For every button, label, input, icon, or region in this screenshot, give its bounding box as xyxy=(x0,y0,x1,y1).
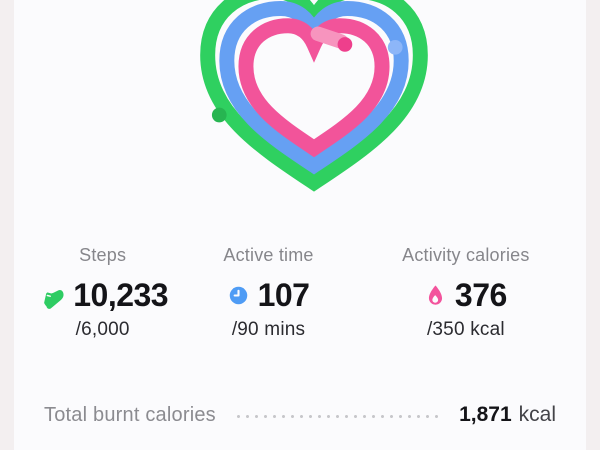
activity-rings-heart[interactable] xyxy=(198,0,430,202)
total-burnt-calories-label: Total burnt calories xyxy=(44,403,216,426)
total-burnt-calories-value: 1,871 xyxy=(459,403,512,426)
heart-rings-graphic xyxy=(200,0,428,192)
active-time-ring-cap xyxy=(387,39,403,55)
activity-summary-card: Steps 10,233 /6,000 Active time xyxy=(14,0,586,450)
total-burnt-calories-row[interactable]: Total burnt calories 1,871 kcal xyxy=(14,399,586,431)
clock-icon xyxy=(228,285,249,306)
activity-calories-label: Activity calories xyxy=(402,245,530,265)
flame-icon xyxy=(425,284,446,307)
activity-calories-ring xyxy=(238,18,390,158)
dotted-leader xyxy=(233,414,442,418)
shoe-icon xyxy=(37,282,64,309)
calories-ring-tail xyxy=(310,26,349,49)
calories-ring-cap xyxy=(337,37,353,52)
stat-activity-calories[interactable]: Activity calories 376 /350 kcal xyxy=(346,244,586,341)
stats-row: Steps 10,233 /6,000 Active time xyxy=(14,244,586,341)
steps-target: /6,000 xyxy=(75,319,130,340)
steps-value: 10,233 xyxy=(73,277,169,313)
active-time-target: /90 mins xyxy=(231,319,306,340)
active-time-value: 107 xyxy=(257,277,310,313)
total-burnt-calories-unit: kcal xyxy=(518,403,556,426)
steps-ring-cap xyxy=(211,107,227,123)
activity-calories-value: 376 xyxy=(454,277,507,313)
stat-active-time[interactable]: Active time 107 /90 mins xyxy=(191,244,345,341)
stat-steps[interactable]: Steps 10,233 /6,000 xyxy=(14,244,191,341)
steps-label: Steps xyxy=(79,245,127,265)
activity-calories-target: /350 kcal xyxy=(426,319,505,340)
active-time-label: Active time xyxy=(223,245,314,265)
